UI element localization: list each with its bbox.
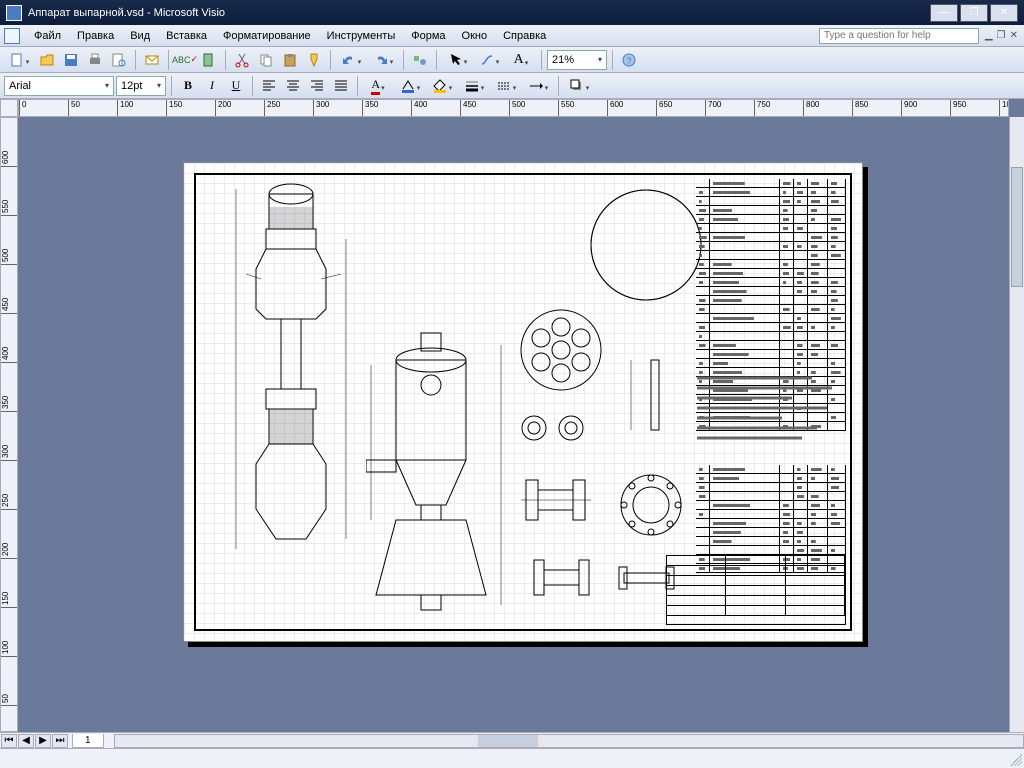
window-title: Аппарат выпарной.vsd - Microsoft Visio xyxy=(28,7,930,19)
undo-button[interactable] xyxy=(336,49,366,71)
view-separator-vessel[interactable] xyxy=(366,325,516,625)
redo-button[interactable] xyxy=(368,49,398,71)
line-ends-button[interactable] xyxy=(523,75,553,97)
menu-help[interactable]: Справка xyxy=(495,28,554,44)
format-painter-button[interactable] xyxy=(303,49,325,71)
vertical-scrollbar[interactable] xyxy=(1009,117,1024,732)
line-pattern-button[interactable] xyxy=(491,75,521,97)
mdi-minimize-icon[interactable]: ▁ xyxy=(985,30,993,41)
svg-text:?: ? xyxy=(626,56,631,66)
zoom-combo[interactable]: 21% xyxy=(547,50,607,70)
new-button[interactable] xyxy=(4,49,34,71)
formatting-toolbar: Arial 12pt B I U A xyxy=(0,73,1024,99)
view-tube-sheet[interactable] xyxy=(516,305,606,395)
title-bar: Аппарат выпарной.vsd - Microsoft Visio —… xyxy=(0,0,1024,25)
view-gasket[interactable] xyxy=(621,355,691,435)
align-right-button[interactable] xyxy=(306,75,328,97)
view-nozzle-side[interactable] xyxy=(526,550,606,605)
pointer-tool-button[interactable] xyxy=(442,49,472,71)
menu-insert[interactable]: Вставка xyxy=(158,28,215,44)
email-button[interactable] xyxy=(141,49,163,71)
research-button[interactable] xyxy=(198,49,220,71)
visio-app-icon xyxy=(6,5,22,21)
horizontal-scrollbar[interactable] xyxy=(114,734,1024,748)
paste-button[interactable] xyxy=(279,49,301,71)
minimize-button[interactable]: — xyxy=(930,4,958,22)
menu-file[interactable]: Файл xyxy=(26,28,69,44)
tab-nav-first[interactable]: ⏮ xyxy=(1,734,17,748)
menu-shape[interactable]: Форма xyxy=(403,28,453,44)
view-small-flanges[interactable] xyxy=(516,410,596,445)
menu-view[interactable]: Вид xyxy=(122,28,158,44)
save-button[interactable] xyxy=(60,49,82,71)
mdi-close-icon[interactable]: ✕ xyxy=(1010,30,1018,41)
zoom-value: 21% xyxy=(552,54,574,66)
resize-grip-icon[interactable] xyxy=(1010,754,1022,766)
menu-window[interactable]: Окно xyxy=(454,28,496,44)
ruler-vertical: 600550500450400350300250200150100500 xyxy=(0,117,18,732)
page-tab-1[interactable]: 1 xyxy=(72,734,104,748)
view-hatched-disc[interactable] xyxy=(586,185,706,305)
ruler-horizontal: 0501001502002503003504004505005506006507… xyxy=(18,99,1009,117)
page-tabs-bar: ⏮ ◀ ▶ ⏭ 1 xyxy=(0,732,1024,748)
cut-button[interactable] xyxy=(231,49,253,71)
status-bar xyxy=(0,748,1024,768)
open-button[interactable] xyxy=(36,49,58,71)
tab-nav-next[interactable]: ▶ xyxy=(35,734,51,748)
vertical-scroll-thumb[interactable] xyxy=(1011,167,1023,287)
bold-button[interactable]: B xyxy=(177,75,199,97)
tab-nav-last[interactable]: ⏭ xyxy=(52,734,68,748)
italic-button[interactable]: I xyxy=(201,75,223,97)
workspace: 0501001502002503003504004505005506006507… xyxy=(0,99,1024,732)
font-color-button[interactable]: A xyxy=(363,75,393,97)
underline-button[interactable]: U xyxy=(225,75,247,97)
align-justify-button[interactable] xyxy=(330,75,352,97)
fill-color-button[interactable] xyxy=(427,75,457,97)
mdi-restore-icon[interactable]: ❐ xyxy=(997,30,1006,41)
align-left-button[interactable] xyxy=(258,75,280,97)
canvas[interactable] xyxy=(18,117,1009,732)
line-color-button[interactable] xyxy=(395,75,425,97)
fontsize-value: 12pt xyxy=(121,80,142,92)
shadow-button[interactable] xyxy=(564,75,594,97)
title-block[interactable] xyxy=(666,555,846,625)
ruler-corner xyxy=(0,99,18,117)
tab-nav-prev[interactable]: ◀ xyxy=(18,734,34,748)
text-tool-button[interactable]: A xyxy=(506,49,536,71)
copy-button[interactable] xyxy=(255,49,277,71)
print-preview-button[interactable] xyxy=(108,49,130,71)
spelling-button[interactable]: ABC✓ xyxy=(174,49,196,71)
connector-tool-button[interactable] xyxy=(474,49,504,71)
view-ring-flange[interactable] xyxy=(616,470,686,540)
document-icon xyxy=(4,28,20,44)
line-weight-button[interactable] xyxy=(459,75,489,97)
maximize-button[interactable]: ❐ xyxy=(960,4,988,22)
technical-notes xyxy=(692,370,842,455)
font-combo[interactable]: Arial xyxy=(4,76,114,96)
menu-bar: Файл Правка Вид Вставка Форматирование И… xyxy=(0,25,1024,47)
align-center-button[interactable] xyxy=(282,75,304,97)
standard-toolbar: ABC✓ A 21% ? xyxy=(0,47,1024,73)
fontsize-combo[interactable]: 12pt xyxy=(116,76,166,96)
print-button[interactable] xyxy=(84,49,106,71)
menu-tools[interactable]: Инструменты xyxy=(319,28,404,44)
shapes-window-button[interactable] xyxy=(409,49,431,71)
view-flange-assembly[interactable] xyxy=(516,465,596,535)
close-button[interactable]: ✕ xyxy=(990,4,1018,22)
help-button[interactable]: ? xyxy=(618,49,640,71)
help-search-input[interactable] xyxy=(819,28,979,44)
font-value: Arial xyxy=(9,80,31,92)
menu-format[interactable]: Форматирование xyxy=(215,28,319,44)
page-tab-label: 1 xyxy=(85,735,91,746)
drawing-frame xyxy=(194,173,852,631)
view-main-evaporator[interactable] xyxy=(226,179,356,559)
drawing-page[interactable] xyxy=(183,162,863,642)
horizontal-scroll-thumb[interactable] xyxy=(478,735,538,747)
menu-edit[interactable]: Правка xyxy=(69,28,122,44)
